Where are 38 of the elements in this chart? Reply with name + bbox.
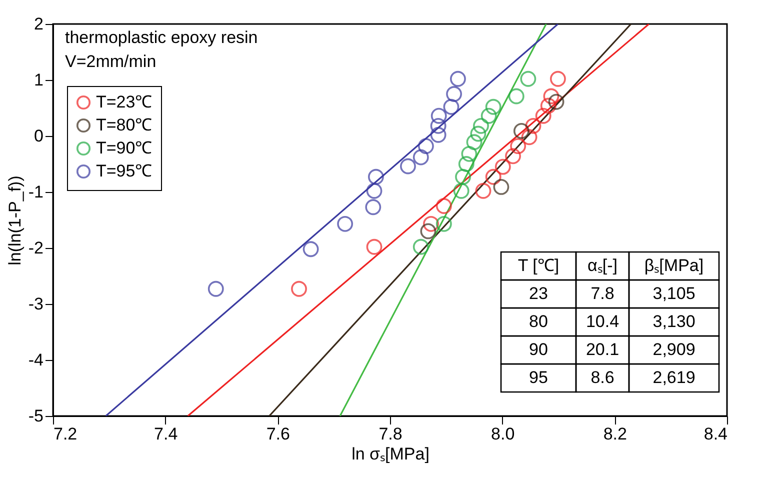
x-axis-title: ln σₛ[MPa] xyxy=(352,444,430,464)
annotation: V=2mm/min xyxy=(65,52,156,71)
annotation: 3,105 xyxy=(652,284,696,303)
x-tick-label: 8.2 xyxy=(603,424,627,444)
annotation: 20.1 xyxy=(586,340,620,359)
y-tick-label: -2 xyxy=(28,238,44,258)
annotation: 7.8 xyxy=(590,284,614,303)
y-axis-title: ln(ln(1-P_f)) xyxy=(5,176,24,266)
legend-label: T=90℃ xyxy=(96,138,152,158)
annotation: 2,909 xyxy=(652,340,696,359)
annotation: 80 xyxy=(529,312,548,331)
x-tick-label: 7.8 xyxy=(378,424,402,444)
x-tick-label: 7.6 xyxy=(266,424,290,444)
annotation: 95 xyxy=(529,368,548,387)
legend-label: T=23℃ xyxy=(96,92,152,112)
x-tick-label: 7.4 xyxy=(154,424,178,444)
annotation: thermoplastic epoxy resin xyxy=(65,28,258,47)
annotation: 23 xyxy=(529,284,548,303)
annotation: βₛ[MPa] xyxy=(644,256,704,275)
legend-label: T=95℃ xyxy=(96,162,152,180)
annotation: 10.4 xyxy=(586,312,620,331)
legend-label: T=80℃ xyxy=(96,116,152,134)
y-tick-label: 0 xyxy=(34,126,44,146)
annotation: T [℃] xyxy=(518,256,560,275)
y-tick-label: -4 xyxy=(28,350,44,370)
y-tick-label: -1 xyxy=(28,182,44,202)
annotation: αₛ[-] xyxy=(588,256,618,275)
y-tick-label: -3 xyxy=(28,294,44,314)
y-tick-label: 2 xyxy=(34,14,44,34)
annotation: 8.6 xyxy=(590,368,614,387)
x-tick-label: 8.0 xyxy=(491,424,515,444)
x-tick-label: 8.4 xyxy=(704,424,728,444)
x-tick-label: 7.2 xyxy=(54,424,78,444)
annotation: 3,130 xyxy=(652,312,696,331)
annotation: 90 xyxy=(529,340,548,359)
y-tick-label: -5 xyxy=(28,406,44,426)
annotation: 2,619 xyxy=(652,368,696,387)
y-tick-label: 1 xyxy=(34,70,44,90)
